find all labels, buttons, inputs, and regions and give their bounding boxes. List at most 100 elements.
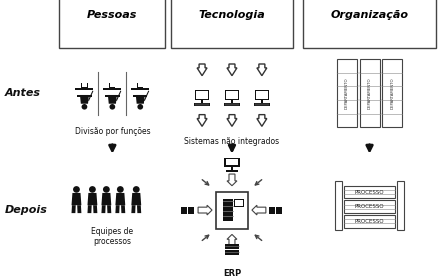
Text: DEPARTAMENTO: DEPARTAMENTO [390,77,394,109]
Bar [235,200,243,206]
Polygon shape [227,234,237,246]
Bar [226,159,239,165]
Bar [360,59,380,127]
Polygon shape [257,64,267,76]
Text: PROCESSO: PROCESSO [355,204,384,209]
Bar [226,170,239,172]
Polygon shape [103,88,121,90]
Polygon shape [252,205,266,215]
Polygon shape [107,205,111,213]
Polygon shape [131,205,136,213]
Polygon shape [93,205,97,213]
Text: Divisão por funções: Divisão por funções [74,127,150,136]
Bar [231,101,233,103]
Polygon shape [227,64,237,76]
Polygon shape [115,205,120,213]
Circle shape [109,104,115,109]
Bar [201,101,203,103]
Polygon shape [227,115,237,126]
Circle shape [117,186,124,193]
Text: Antes: Antes [5,88,40,98]
Text: PROCESSO: PROCESSO [355,219,384,224]
Polygon shape [136,95,145,104]
Bar [188,207,194,214]
Bar [225,250,239,255]
Polygon shape [131,193,141,205]
Polygon shape [227,174,237,186]
Bar [138,83,143,87]
Circle shape [138,104,143,109]
Circle shape [81,104,87,109]
Polygon shape [137,205,141,213]
Bar [223,199,233,221]
Polygon shape [105,95,120,97]
Polygon shape [77,95,92,97]
Polygon shape [88,193,97,205]
Bar [194,103,210,106]
Polygon shape [131,88,149,90]
Bar [224,158,240,167]
Text: DEPARTAMENTO: DEPARTAMENTO [344,77,348,109]
Text: Sistemas não integrados: Sistemas não integrados [184,137,279,146]
Bar [137,83,143,88]
Text: Organização: Organização [331,10,409,20]
Bar [226,91,238,99]
Bar [335,181,342,230]
Bar [82,83,87,87]
Polygon shape [77,205,81,213]
Bar [344,186,396,199]
Circle shape [73,186,80,193]
Bar [231,167,233,170]
Circle shape [133,186,140,193]
Bar [109,83,116,88]
Bar [261,101,263,103]
Text: PROCESSO: PROCESSO [355,190,384,195]
Bar [225,90,239,101]
Polygon shape [88,91,93,101]
Bar [110,83,115,87]
Bar [256,91,268,99]
Polygon shape [144,91,149,101]
Bar [216,192,248,228]
Text: Pessoas: Pessoas [87,10,138,20]
Bar [269,207,275,214]
Bar [255,90,269,101]
Polygon shape [72,205,76,213]
Polygon shape [88,205,92,213]
Text: Depois: Depois [5,205,48,215]
Polygon shape [116,91,121,101]
Bar [276,207,282,214]
Bar [224,103,240,106]
Text: ERP: ERP [223,269,241,279]
Bar [344,215,396,228]
Polygon shape [257,115,267,126]
Text: Tecnologia: Tecnologia [198,10,265,20]
Bar [195,90,209,101]
Bar [254,103,270,106]
Circle shape [103,186,110,193]
Polygon shape [115,193,125,205]
Bar [397,181,405,230]
Polygon shape [133,95,147,97]
Polygon shape [197,115,207,126]
Polygon shape [121,205,125,213]
Bar [225,244,239,249]
Polygon shape [76,88,93,90]
Text: Equipes de
processos: Equipes de processos [91,227,134,246]
Text: DEPARTAMENTO: DEPARTAMENTO [368,77,372,109]
Polygon shape [197,64,207,76]
Polygon shape [101,205,105,213]
Bar [181,207,187,214]
Polygon shape [108,95,117,104]
Bar [81,83,88,88]
Polygon shape [101,193,111,205]
Bar [196,91,208,99]
Bar [383,59,402,127]
Polygon shape [198,205,212,215]
Bar [344,200,396,213]
Bar [234,199,244,207]
Circle shape [89,186,96,193]
Polygon shape [72,193,81,205]
Bar [337,59,356,127]
Polygon shape [80,95,89,104]
